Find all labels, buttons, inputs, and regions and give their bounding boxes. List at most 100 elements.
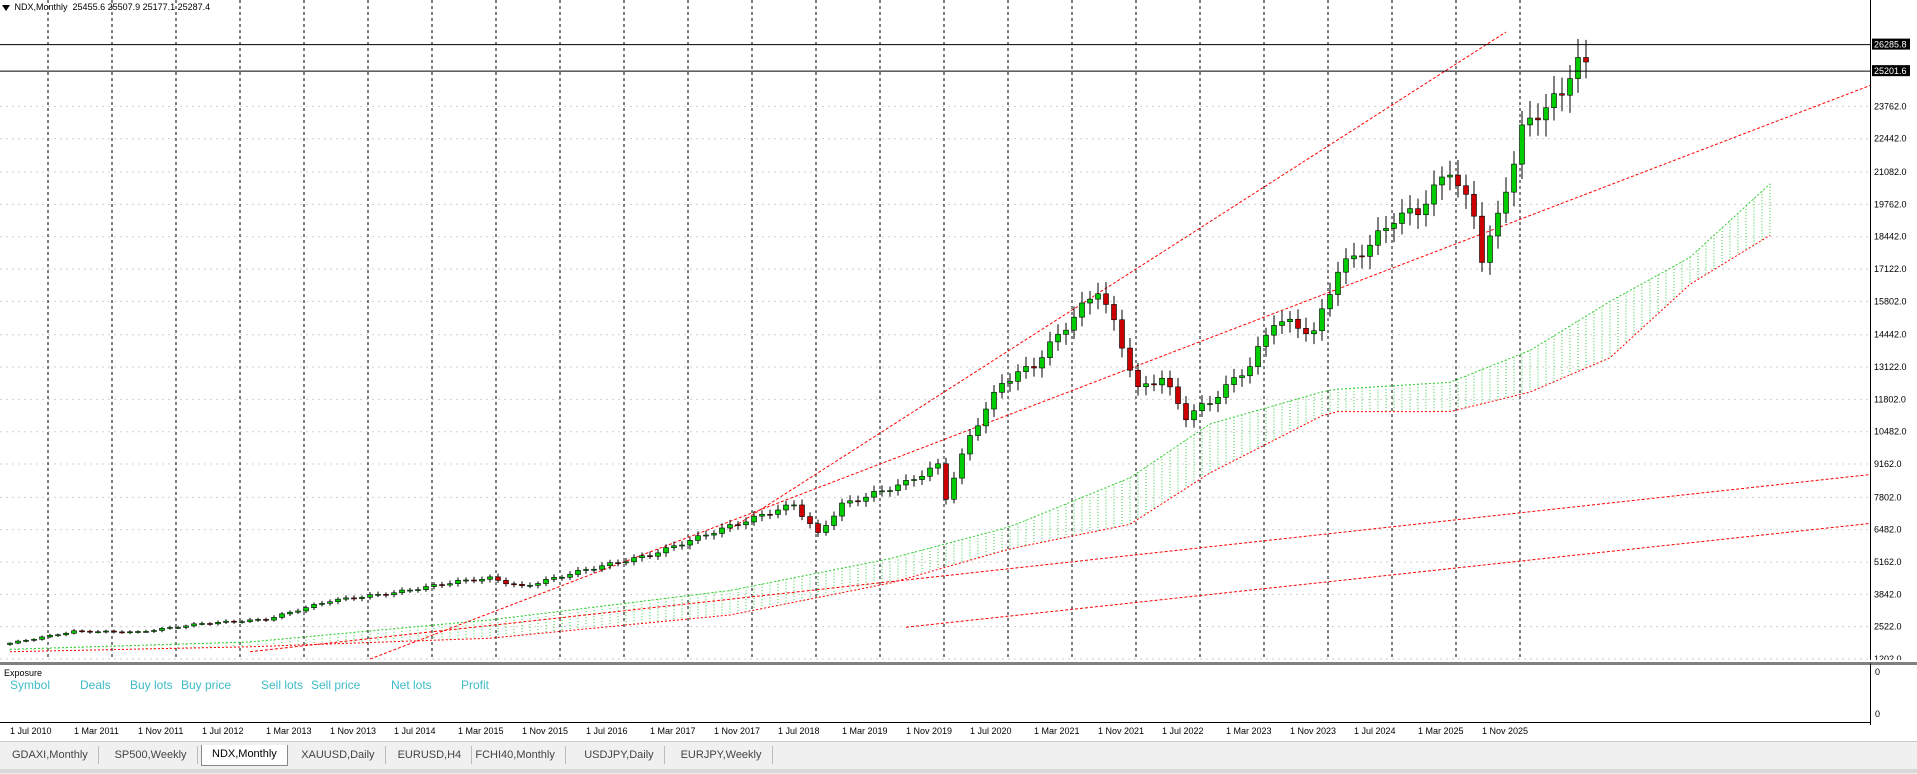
- candle-up: [719, 527, 725, 534]
- candle-down: [1135, 369, 1141, 388]
- candle-up: [1351, 255, 1357, 260]
- candle-up: [1511, 163, 1517, 193]
- candle-up: [151, 630, 157, 632]
- candle-up: [303, 607, 309, 612]
- dropdown-triangle-icon[interactable]: [2, 4, 10, 11]
- candle-up: [239, 621, 245, 623]
- time-tick-label: 1 Nov 2025: [1482, 726, 1529, 736]
- time-tick-label: 1 Jul 2010: [10, 726, 52, 736]
- candle-up: [359, 597, 365, 599]
- chart-tab[interactable]: EURUSD,H4: [388, 746, 473, 764]
- chart-tab[interactable]: XAUUSD,Daily: [291, 746, 386, 764]
- exposure-col-symbol: Symbol: [10, 678, 51, 692]
- candle-up: [311, 604, 317, 608]
- candle-up: [343, 597, 349, 600]
- candle-up: [1223, 384, 1229, 398]
- candle-up: [919, 475, 925, 480]
- price-chart[interactable]: [0, 0, 1870, 660]
- time-axis[interactable]: 1 Jul 2010 1 Mar 2011 1 Nov 2011 1 Jul 2012…: [0, 722, 1870, 741]
- candle-up: [95, 631, 101, 634]
- candle-up: [423, 586, 429, 590]
- candle-up: [591, 568, 597, 571]
- candle-up: [839, 502, 845, 517]
- price-tick-label: 15802.0: [1874, 296, 1907, 306]
- chart-area[interactable]: NDX,Monthly 25455.6 25507.9 25177.1 2528…: [0, 0, 1870, 660]
- candle-down: [1479, 215, 1485, 263]
- exposure-title: Exposure: [4, 668, 43, 678]
- price-tick-label: 3842.0: [1874, 589, 1902, 599]
- exposure-col-sell-price: Sell price: [311, 678, 361, 692]
- candle-up: [1079, 302, 1085, 318]
- cloud-upper-line: [9, 183, 1771, 650]
- candle-down: [815, 523, 821, 533]
- level-marker-bg: [1872, 65, 1910, 77]
- candle-up: [247, 619, 253, 622]
- candle-up: [887, 490, 893, 492]
- candle-up: [999, 383, 1005, 393]
- candle-up: [1503, 191, 1509, 214]
- candle-up: [1047, 341, 1053, 358]
- candle-up: [1039, 357, 1045, 369]
- chart-tab[interactable]: GDAXI,Monthly: [2, 746, 99, 764]
- candle-down: [647, 555, 653, 557]
- candle-up: [1063, 329, 1069, 335]
- candle-down: [799, 504, 805, 517]
- candle-up: [831, 515, 837, 526]
- candle-up: [487, 576, 493, 580]
- level-marker-label: 25201.6: [1874, 66, 1907, 76]
- chart-tab[interactable]: NDX,Monthly: [201, 745, 288, 766]
- candle-down: [1127, 347, 1133, 371]
- candle-down: [1295, 318, 1301, 329]
- candle-up: [687, 540, 693, 546]
- candle-up: [1239, 375, 1245, 378]
- price-tick-label: 10482.0: [1874, 427, 1907, 437]
- candle-up: [143, 631, 149, 633]
- candle-up: [695, 535, 701, 541]
- candle-up: [1527, 117, 1533, 126]
- candle-up: [63, 632, 69, 636]
- candle-up: [935, 463, 941, 469]
- candle-up: [295, 610, 301, 613]
- candle-down: [1415, 208, 1421, 216]
- time-tick-label: 1 Nov 2015: [522, 726, 569, 736]
- exposure-panel: Exposure Symbol Deals Buy lots Buy price…: [0, 662, 1870, 725]
- price-tick-label: 11802.0: [1874, 394, 1906, 404]
- candle-down: [1119, 319, 1125, 349]
- chart-tab[interactable]: FCHI40,Monthly: [465, 746, 566, 764]
- candle-up: [1023, 366, 1029, 372]
- candle-up: [319, 603, 325, 605]
- time-tick-label: 1 Mar 2025: [1418, 726, 1464, 736]
- candle-up: [623, 561, 629, 564]
- time-tick-label: 1 Jul 2016: [586, 726, 628, 736]
- price-tick-label: 2522.0: [1874, 622, 1902, 632]
- candle-up: [527, 584, 533, 587]
- price-tick-label: 18442.0: [1874, 232, 1907, 242]
- candle-up: [223, 620, 229, 623]
- candle-up: [15, 640, 21, 644]
- cloud-lower-line: [9, 234, 1771, 653]
- trend-line: [369, 84, 1870, 660]
- candle-up: [1055, 333, 1061, 343]
- candle-up: [1567, 78, 1573, 96]
- candle-up: [863, 496, 869, 502]
- chart-ohlc: 25455.6 25507.9 25177.1 25287.4: [72, 2, 211, 12]
- price-tick-label: 14442.0: [1874, 330, 1907, 340]
- candle-up: [1447, 174, 1453, 178]
- chart-tab[interactable]: SP500,Weekly: [105, 746, 198, 764]
- candle-down: [1359, 255, 1365, 258]
- candle-up: [39, 636, 45, 640]
- chart-tab[interactable]: EURJPY,Weekly: [671, 746, 773, 764]
- candle-up: [183, 625, 189, 628]
- exposure-col-net-lots: Net lots: [391, 678, 432, 692]
- candle-up: [559, 576, 565, 579]
- candle-up: [1375, 230, 1381, 246]
- candle-down: [1583, 57, 1589, 63]
- candle-down: [79, 630, 85, 633]
- candle-up: [1271, 325, 1277, 336]
- price-axis[interactable]: 1202.0 2522.0 3842.0 5162.0 6482.0 7802.0 9162…: [1870, 0, 1917, 664]
- candle-up: [367, 594, 373, 598]
- candle-down: [1151, 383, 1157, 386]
- candle-down: [1463, 185, 1469, 195]
- candle-up: [415, 589, 421, 591]
- chart-tab[interactable]: USDJPY,Daily: [574, 746, 665, 764]
